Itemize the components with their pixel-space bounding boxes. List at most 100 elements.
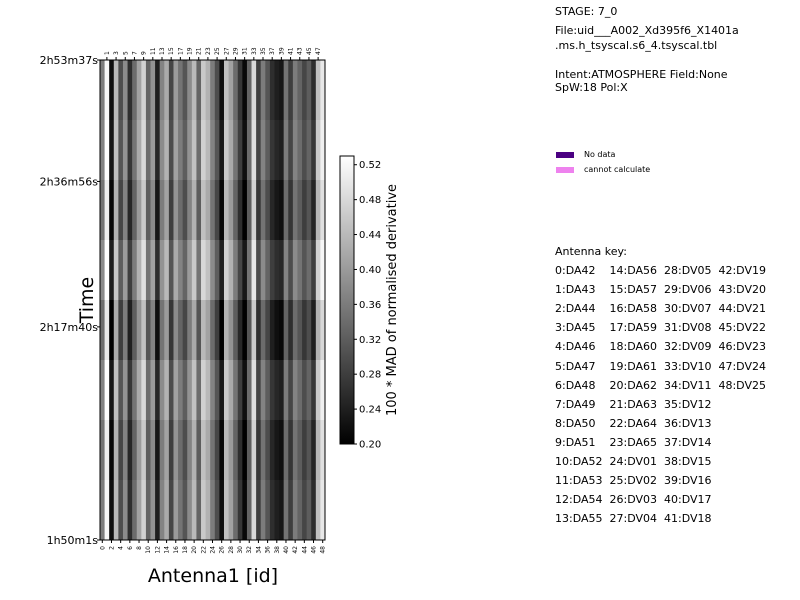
heatmap-cell — [292, 180, 298, 241]
heatmap-cell — [274, 120, 280, 181]
heatmap-cell — [182, 60, 188, 121]
heatmap-cell — [292, 360, 298, 421]
intent-text: Intent:ATMOSPHERE Field:None — [555, 68, 728, 81]
x-tick-label: 38 — [274, 546, 281, 554]
heatmap-cell — [256, 420, 262, 481]
heatmap-cell — [297, 180, 303, 241]
heatmap-cell — [265, 180, 271, 241]
heatmap-cell — [242, 480, 248, 541]
antenna-key-line: 13:DA55 27:DV04 41:DV18 — [555, 512, 712, 526]
heatmap-cell — [265, 240, 271, 301]
heatmap-cell — [100, 240, 105, 301]
heatmap-cell — [283, 420, 289, 481]
heatmap-cell — [315, 300, 321, 361]
colorbar-tick-label: 0.36 — [359, 300, 381, 311]
heatmap-cell — [237, 240, 243, 301]
heatmap-cell — [196, 300, 202, 361]
heatmap-cell — [233, 240, 239, 301]
heatmap-cell — [159, 480, 165, 541]
colorbar-tick-label: 0.48 — [359, 195, 381, 206]
heatmap-cell — [292, 480, 298, 541]
heatmap-cell — [201, 240, 207, 301]
heatmap-cell — [246, 60, 252, 121]
x-tick-label: 8 — [136, 546, 143, 550]
heatmap-cell — [118, 120, 124, 181]
heatmap-cell — [150, 360, 156, 421]
heatmap-cell — [122, 360, 128, 421]
heatmap-cell — [136, 480, 142, 541]
heatmap-cell — [256, 120, 262, 181]
antenna-key-line: 11:DA53 25:DV02 39:DV16 — [555, 474, 712, 488]
heatmap-cell — [242, 420, 248, 481]
heatmap-cells — [100, 60, 326, 541]
heatmap-cell — [297, 360, 303, 421]
x-tick-label-top: 41 — [288, 47, 295, 55]
heatmap-cell — [145, 420, 151, 481]
heatmap-cell — [223, 120, 229, 181]
legend-label-cannot-calculate: cannot calculate — [584, 165, 651, 174]
heatmap-cell — [214, 180, 220, 241]
heatmap-cell — [210, 60, 216, 121]
heatmap-cell — [159, 420, 165, 481]
heatmap-cell — [104, 120, 110, 181]
stage-text: STAGE: 7_0 — [555, 5, 618, 18]
heatmap-cell — [187, 180, 193, 241]
x-tick-label-top: 37 — [269, 47, 276, 55]
x-tick-label: 2 — [108, 546, 115, 550]
heatmap-cell — [113, 300, 119, 361]
heatmap-cell — [265, 60, 271, 121]
y-axis-label: Time — [76, 277, 98, 325]
heatmap-cell — [292, 240, 298, 301]
heatmap-cell — [191, 300, 197, 361]
heatmap-cell — [145, 180, 151, 241]
x-tick-label-top: 39 — [278, 47, 285, 55]
heatmap-cell — [210, 480, 216, 541]
colorbar-tick-label: 0.40 — [359, 265, 381, 276]
heatmap-cell — [132, 300, 138, 361]
heatmap-cell — [122, 480, 128, 541]
colorbar-tick-label: 0.52 — [359, 160, 381, 171]
heatmap-cell — [219, 60, 225, 121]
heatmap-cell — [187, 420, 193, 481]
heatmap-cell — [173, 420, 179, 481]
file-name-line1: File:uid___A002_Xd395f6_X1401a — [555, 24, 739, 37]
heatmap-cell — [132, 60, 138, 121]
antenna-key-line: 8:DA50 22:DA64 36:DV13 — [555, 416, 712, 430]
heatmap-cell — [113, 60, 119, 121]
heatmap-cell — [260, 60, 266, 121]
heatmap-cell — [265, 300, 271, 361]
x-tick-label: 22 — [200, 546, 207, 554]
heatmap-cell — [269, 480, 275, 541]
heatmap-cell — [279, 480, 285, 541]
x-tick-label: 16 — [173, 546, 180, 554]
x-axis-label: Antenna1 [id] — [148, 565, 278, 587]
heatmap-cell — [210, 360, 216, 421]
antenna-key-line: 12:DA54 26:DV03 40:DV17 — [555, 493, 712, 507]
heatmap-cell — [320, 180, 326, 241]
heatmap-cell — [127, 300, 133, 361]
heatmap-cell — [265, 360, 271, 421]
heatmap-cell — [279, 180, 285, 241]
heatmap-cell — [228, 240, 234, 301]
heatmap-cell — [178, 120, 184, 181]
heatmap-cell — [219, 180, 225, 241]
heatmap-cell — [104, 480, 110, 541]
heatmap-cell — [201, 120, 207, 181]
heatmap-cell — [279, 360, 285, 421]
x-tick-label: 20 — [191, 546, 198, 554]
heatmap-cell — [297, 300, 303, 361]
heatmap-cell — [127, 240, 133, 301]
heatmap-cell — [214, 360, 220, 421]
heatmap-cell — [141, 300, 147, 361]
x-axis-bottom-ticks: 0 2 4 6 8 10 12 14 16 18 20 22 24 26 28 30 32 34 36 38 40 42 4… — [99, 540, 327, 554]
x-tick-label: 48 — [320, 546, 327, 554]
heatmap-cell — [306, 480, 312, 541]
heatmap-cell — [315, 420, 321, 481]
heatmap-cell — [251, 300, 257, 361]
heatmap-cell — [251, 180, 257, 241]
heatmap-cell — [256, 180, 262, 241]
heatmap-cell — [246, 300, 252, 361]
heatmap-cell — [150, 300, 156, 361]
heatmap-cell — [214, 300, 220, 361]
